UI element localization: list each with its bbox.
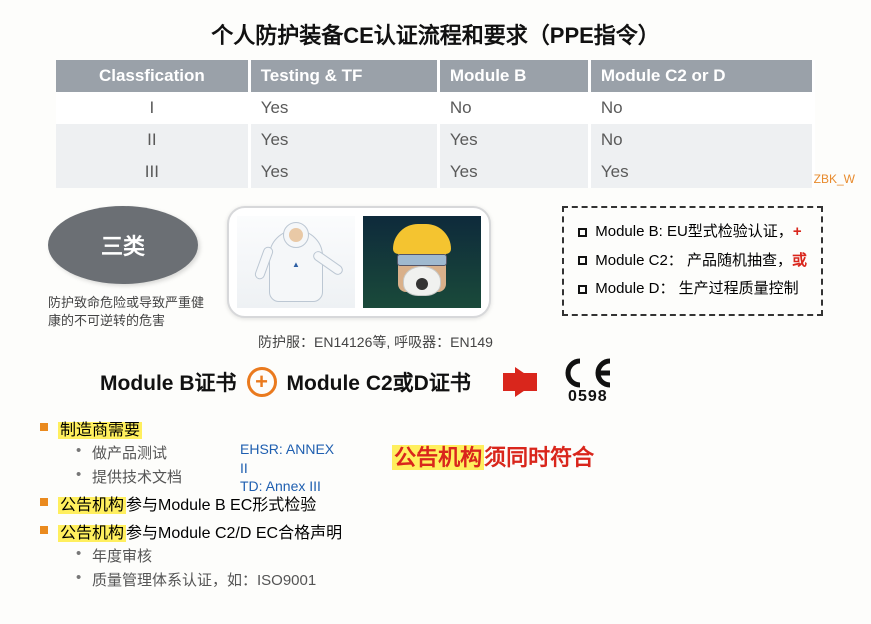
module-c2d-cert-label: Module C2或D证书 [287, 367, 471, 397]
helmet-icon [393, 224, 451, 254]
classification-table: Classfication Testing & TF Module B Modu… [56, 60, 815, 188]
page-title: 个人防护装备CE认证流程和要求（PPE指令） [0, 0, 871, 60]
module-b-def: Module B: EU型式检验认证，+ [578, 218, 807, 247]
module-c2-def: Module C2： 产品随机抽查，或 [578, 247, 807, 276]
photo-frame: ▲ [227, 206, 491, 318]
respirator-image [363, 216, 481, 308]
watermark: ZBK_W [814, 172, 855, 186]
list-item-nb-module-c2d: 公告机构参与Module C2/D EC合格声明 年度审核 质量管理体系认证，如… [40, 519, 342, 590]
list-item-nb-module-b: 公告机构参与Module B EC形式检验 [40, 491, 342, 515]
cell: Yes [438, 124, 589, 156]
requirements-list: 制造商需要 EHSR: ANNEX II TD: Annex III 做产品测试… [40, 416, 342, 594]
category-caption: 防护致命危险或导致严重健康的不可逆转的危害 [48, 294, 213, 330]
table-row: II Yes Yes No [56, 124, 814, 156]
notified-body-notice: 公告机构须同时符合 [392, 440, 594, 472]
th-classification: Classfication [56, 60, 249, 92]
category-pill: 三类 [48, 206, 198, 284]
ce-number: 0598 [557, 388, 619, 406]
cell: I [56, 92, 249, 124]
standards-line: 防护服：EN14126等, 呼吸器：EN149 [0, 332, 871, 352]
cell: Yes [249, 156, 438, 188]
cell: Yes [438, 156, 589, 188]
module-definitions-box: Module B: EU型式检验认证，+ Module C2： 产品随机抽查，或… [562, 206, 823, 316]
square-bullet-icon [578, 256, 587, 265]
table-row: I Yes No No [56, 92, 814, 124]
protective-suit-image: ▲ [237, 216, 355, 308]
arrow-icon [515, 367, 537, 397]
sub-item: 提供技术文档 [76, 466, 342, 487]
th-testing: Testing & TF [249, 60, 438, 92]
cell: Yes [589, 156, 813, 188]
cell: Yes [249, 124, 438, 156]
list-item-manufacturer: 制造商需要 EHSR: ANNEX II TD: Annex III 做产品测试… [40, 416, 342, 487]
table-row: III Yes Yes Yes [56, 156, 814, 188]
th-module-b: Module B [438, 60, 589, 92]
cell: No [438, 92, 589, 124]
module-d-def: Module D： 生产过程质量控制 [578, 275, 807, 304]
classification-table-wrap: Classfication Testing & TF Module B Modu… [0, 60, 871, 188]
ce-icon [557, 358, 619, 388]
sub-item: 做产品测试 [76, 442, 342, 463]
cell: III [56, 156, 249, 188]
cell: No [589, 92, 813, 124]
cell: No [589, 124, 813, 156]
square-bullet-icon [578, 285, 587, 294]
cell: Yes [249, 92, 438, 124]
cell: II [56, 124, 249, 156]
plus-icon: + [247, 367, 277, 397]
ce-mark: 0598 [557, 358, 619, 406]
square-bullet-icon [578, 228, 587, 237]
sub-item: 年度审核 [76, 545, 342, 566]
certificate-flow: Module B证书 + Module C2或D证书 0598 [0, 352, 871, 410]
module-b-cert-label: Module B证书 [100, 367, 237, 397]
sub-item: 质量管理体系认证，如：ISO9001 [76, 569, 342, 590]
th-module-c2d: Module C2 or D [589, 60, 813, 92]
